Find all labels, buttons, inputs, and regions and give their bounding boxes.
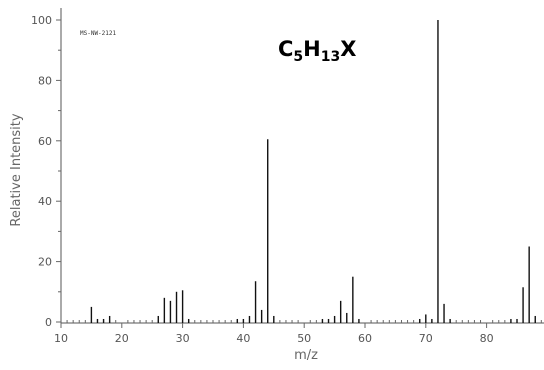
formula-hydrogen-count: 13 <box>321 49 340 65</box>
x-axis-label: m/z <box>294 348 318 363</box>
spectrum-peaks <box>90 20 536 323</box>
y-tick-label: 40 <box>38 195 52 208</box>
formula-hydrogen: H <box>303 37 321 61</box>
x-tick-label: 60 <box>358 332 372 345</box>
formula-x: X <box>340 37 356 61</box>
formula-carbon-count: 5 <box>293 49 303 65</box>
x-tick-label: 30 <box>176 332 190 345</box>
chart-formula: C5H13X <box>278 37 356 65</box>
x-axis: 10 20 30 40 50 60 70 80 <box>54 320 542 345</box>
formula-carbon: C <box>278 37 293 61</box>
spectrum-code: MS-NW-2121 <box>80 30 117 37</box>
y-tick-label: 80 <box>38 74 52 87</box>
y-tick-label: 20 <box>38 256 52 269</box>
y-axis-label: Relative Intensity <box>9 113 24 226</box>
x-tick-label: 40 <box>236 332 250 345</box>
y-tick-label: 60 <box>38 135 52 148</box>
x-tick-label: 70 <box>419 332 433 345</box>
y-axis: 0 20 40 60 80 100 <box>31 14 61 329</box>
x-tick-label: 80 <box>480 332 494 345</box>
x-tick-label: 20 <box>115 332 129 345</box>
x-tick-label: 10 <box>54 332 68 345</box>
plot-frame <box>60 8 544 324</box>
x-tick-label: 50 <box>297 332 311 345</box>
y-tick-label: 0 <box>45 316 52 329</box>
y-tick-label: 100 <box>31 14 52 27</box>
